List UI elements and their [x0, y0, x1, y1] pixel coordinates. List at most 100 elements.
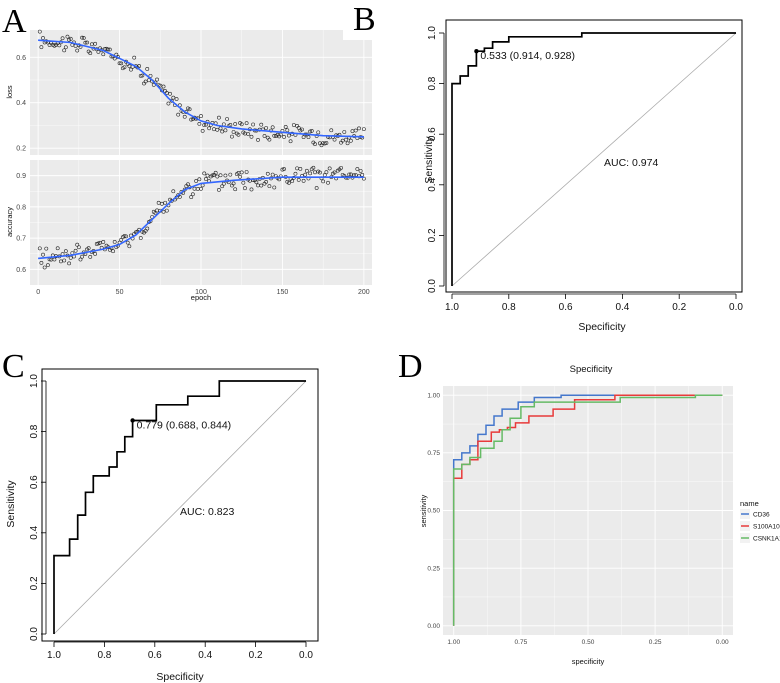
data-point — [112, 56, 117, 61]
data-point — [344, 137, 348, 142]
data-point — [345, 141, 350, 146]
x-tick-label: 0.2 — [672, 302, 686, 313]
roc-d-curve-csnk1a1 — [452, 394, 723, 626]
roc-b-threshold-point — [474, 49, 479, 54]
roc-b-threshold-label: 0.533 (0.914, 0.928) — [480, 50, 575, 62]
x-tick-label: 0 — [36, 289, 40, 296]
data-point — [145, 67, 150, 71]
x-tick-label: 0.6 — [148, 650, 162, 661]
data-point — [101, 240, 106, 244]
data-point — [306, 135, 311, 140]
data-point — [326, 180, 330, 185]
data-point — [117, 61, 122, 66]
x-tick-label: 50 — [116, 289, 124, 296]
data-point — [46, 263, 50, 268]
data-point — [94, 242, 99, 246]
data-point — [221, 181, 226, 186]
roc-b-x-ticks: 1.0 0.8 0.6 0.4 0.2 0.0 — [445, 293, 743, 313]
data-point — [270, 172, 275, 177]
data-point — [358, 168, 363, 173]
data-point — [129, 67, 133, 72]
data-point — [41, 252, 45, 257]
data-point — [148, 219, 153, 224]
data-point — [199, 186, 203, 191]
data-point — [189, 195, 194, 199]
data-point — [256, 137, 260, 142]
data-point — [112, 240, 117, 244]
data-point — [239, 122, 244, 127]
data-point — [132, 55, 137, 60]
data-point — [42, 265, 47, 270]
panel-c: C 0.779 (0.688, 0.844) AUC: 0.823 1.0 0.8… — [2, 348, 319, 683]
data-point — [133, 230, 138, 235]
roc-c-threshold-point — [130, 418, 135, 423]
data-point — [233, 187, 238, 192]
data-point — [228, 172, 233, 177]
data-point — [357, 126, 361, 131]
accuracy-y-ticks: 0.6 0.7 0.8 0.9 — [16, 173, 26, 274]
data-point — [270, 125, 275, 130]
roc-c-curve — [53, 380, 306, 634]
y-tick-label: 1.0 — [427, 26, 438, 40]
data-point — [88, 51, 93, 56]
data-point — [327, 166, 332, 171]
data-point — [254, 180, 259, 185]
y-tick-label: 0.8 — [29, 424, 40, 438]
loss-smooth-line — [38, 39, 364, 138]
data-point — [324, 170, 329, 175]
roc-d-x-ticks: 1.00 0.75 0.50 0.25 0.00 — [447, 639, 729, 646]
data-point — [282, 135, 286, 139]
data-point — [287, 180, 291, 185]
y-tick-label: 0.0 — [29, 627, 40, 641]
data-point — [182, 114, 187, 119]
data-point — [44, 246, 49, 251]
data-point — [215, 127, 220, 132]
data-point — [125, 240, 130, 245]
data-point — [290, 179, 295, 183]
x-tick-label: 0.75 — [515, 639, 528, 646]
roc-c-x-ticks: 1.0 0.8 0.6 0.4 0.2 0.0 — [47, 641, 313, 661]
y-tick-label: 0.4 — [16, 100, 26, 107]
roc-c-threshold-label: 0.779 (0.688, 0.844) — [137, 419, 232, 431]
data-point — [37, 29, 42, 34]
data-point — [174, 97, 179, 101]
data-point — [231, 181, 236, 186]
data-point — [217, 115, 221, 120]
data-point — [163, 200, 168, 205]
x-tick-label: 0.4 — [198, 650, 212, 661]
data-point — [166, 101, 171, 106]
data-point — [207, 126, 212, 131]
data-point — [321, 179, 326, 184]
data-point — [200, 128, 205, 133]
data-point — [239, 170, 244, 175]
data-point — [81, 36, 86, 40]
x-tick-label: 0.8 — [502, 302, 516, 313]
data-point — [246, 132, 251, 137]
y-tick-label: 0.2 — [427, 228, 438, 242]
data-point — [202, 123, 207, 128]
data-point — [119, 237, 124, 242]
data-point — [63, 45, 68, 50]
data-point — [168, 91, 172, 96]
legend-label-s100a10: S100A10 — [753, 524, 780, 531]
data-point — [267, 137, 272, 142]
data-point — [39, 45, 44, 50]
roc-b-y-ticks: 0.0 0.2 0.4 0.6 0.8 1.0 — [427, 26, 445, 293]
y-tick-label: 0.9 — [16, 173, 26, 180]
epoch-xlabel: epoch — [191, 293, 211, 302]
data-point — [78, 257, 83, 262]
data-point — [267, 184, 272, 189]
data-point — [160, 201, 164, 206]
data-point — [73, 248, 78, 253]
data-point — [244, 170, 249, 174]
data-point — [324, 141, 329, 145]
y-tick-label: 0.75 — [427, 450, 440, 457]
data-point — [243, 186, 247, 191]
data-point — [197, 121, 202, 126]
data-point — [265, 171, 270, 176]
data-point — [62, 48, 67, 53]
data-point — [76, 245, 81, 250]
data-point — [213, 170, 218, 175]
loss-ylabel: loss — [5, 85, 14, 99]
data-point — [57, 43, 62, 48]
